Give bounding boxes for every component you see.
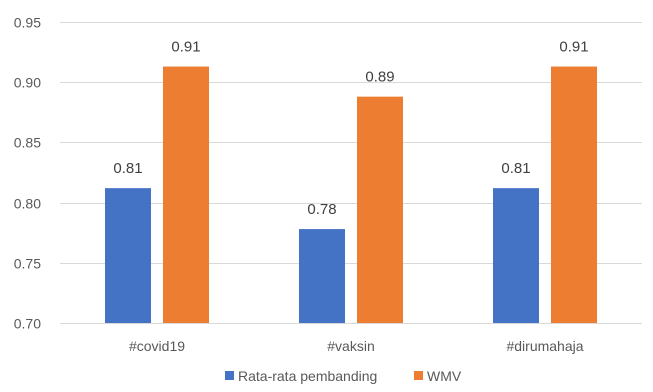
x-category-label: #dirumahaja xyxy=(506,338,583,354)
y-tick-label: 0.80 xyxy=(14,196,41,212)
y-tick-label: 0.90 xyxy=(14,75,41,91)
legend-swatch xyxy=(225,371,234,380)
x-category-label: #vaksin xyxy=(327,338,374,354)
data-label: 0.78 xyxy=(307,201,336,218)
bar-wmv-dirumahaja xyxy=(551,66,597,323)
bar-baseline-vaksin xyxy=(299,229,345,323)
bar-wmv-covid19 xyxy=(163,66,209,323)
bar-baseline-dirumahaja xyxy=(493,188,539,323)
data-label: 0.89 xyxy=(365,69,394,86)
data-label: 0.81 xyxy=(501,160,530,177)
data-label: 0.91 xyxy=(559,39,588,56)
y-tick-label: 0.70 xyxy=(14,316,41,332)
gridlines xyxy=(60,22,642,324)
legend: Rata-rata pembanding WMV xyxy=(225,368,462,384)
y-tick-label: 0.75 xyxy=(14,256,41,272)
data-labels: 0.81 0.91 0.78 0.89 0.81 0.91 xyxy=(113,39,588,219)
y-axis-tick-labels: 0.70 0.75 0.80 0.85 0.90 0.95 xyxy=(14,15,41,332)
legend-label: Rata-rata pembanding xyxy=(238,368,377,384)
legend-swatch xyxy=(414,371,423,380)
x-axis-category-labels: #covid19 #vaksin #dirumahaja xyxy=(129,338,584,354)
data-label: 0.91 xyxy=(171,39,200,56)
bar-wmv-vaksin xyxy=(357,96,403,323)
x-category-label: #covid19 xyxy=(129,338,185,354)
data-label: 0.81 xyxy=(113,160,142,177)
bar-baseline-covid19 xyxy=(105,188,151,323)
legend-label: WMV xyxy=(427,368,462,384)
bars xyxy=(105,66,597,323)
y-tick-label: 0.95 xyxy=(14,15,41,31)
y-tick-label: 0.85 xyxy=(14,135,41,151)
